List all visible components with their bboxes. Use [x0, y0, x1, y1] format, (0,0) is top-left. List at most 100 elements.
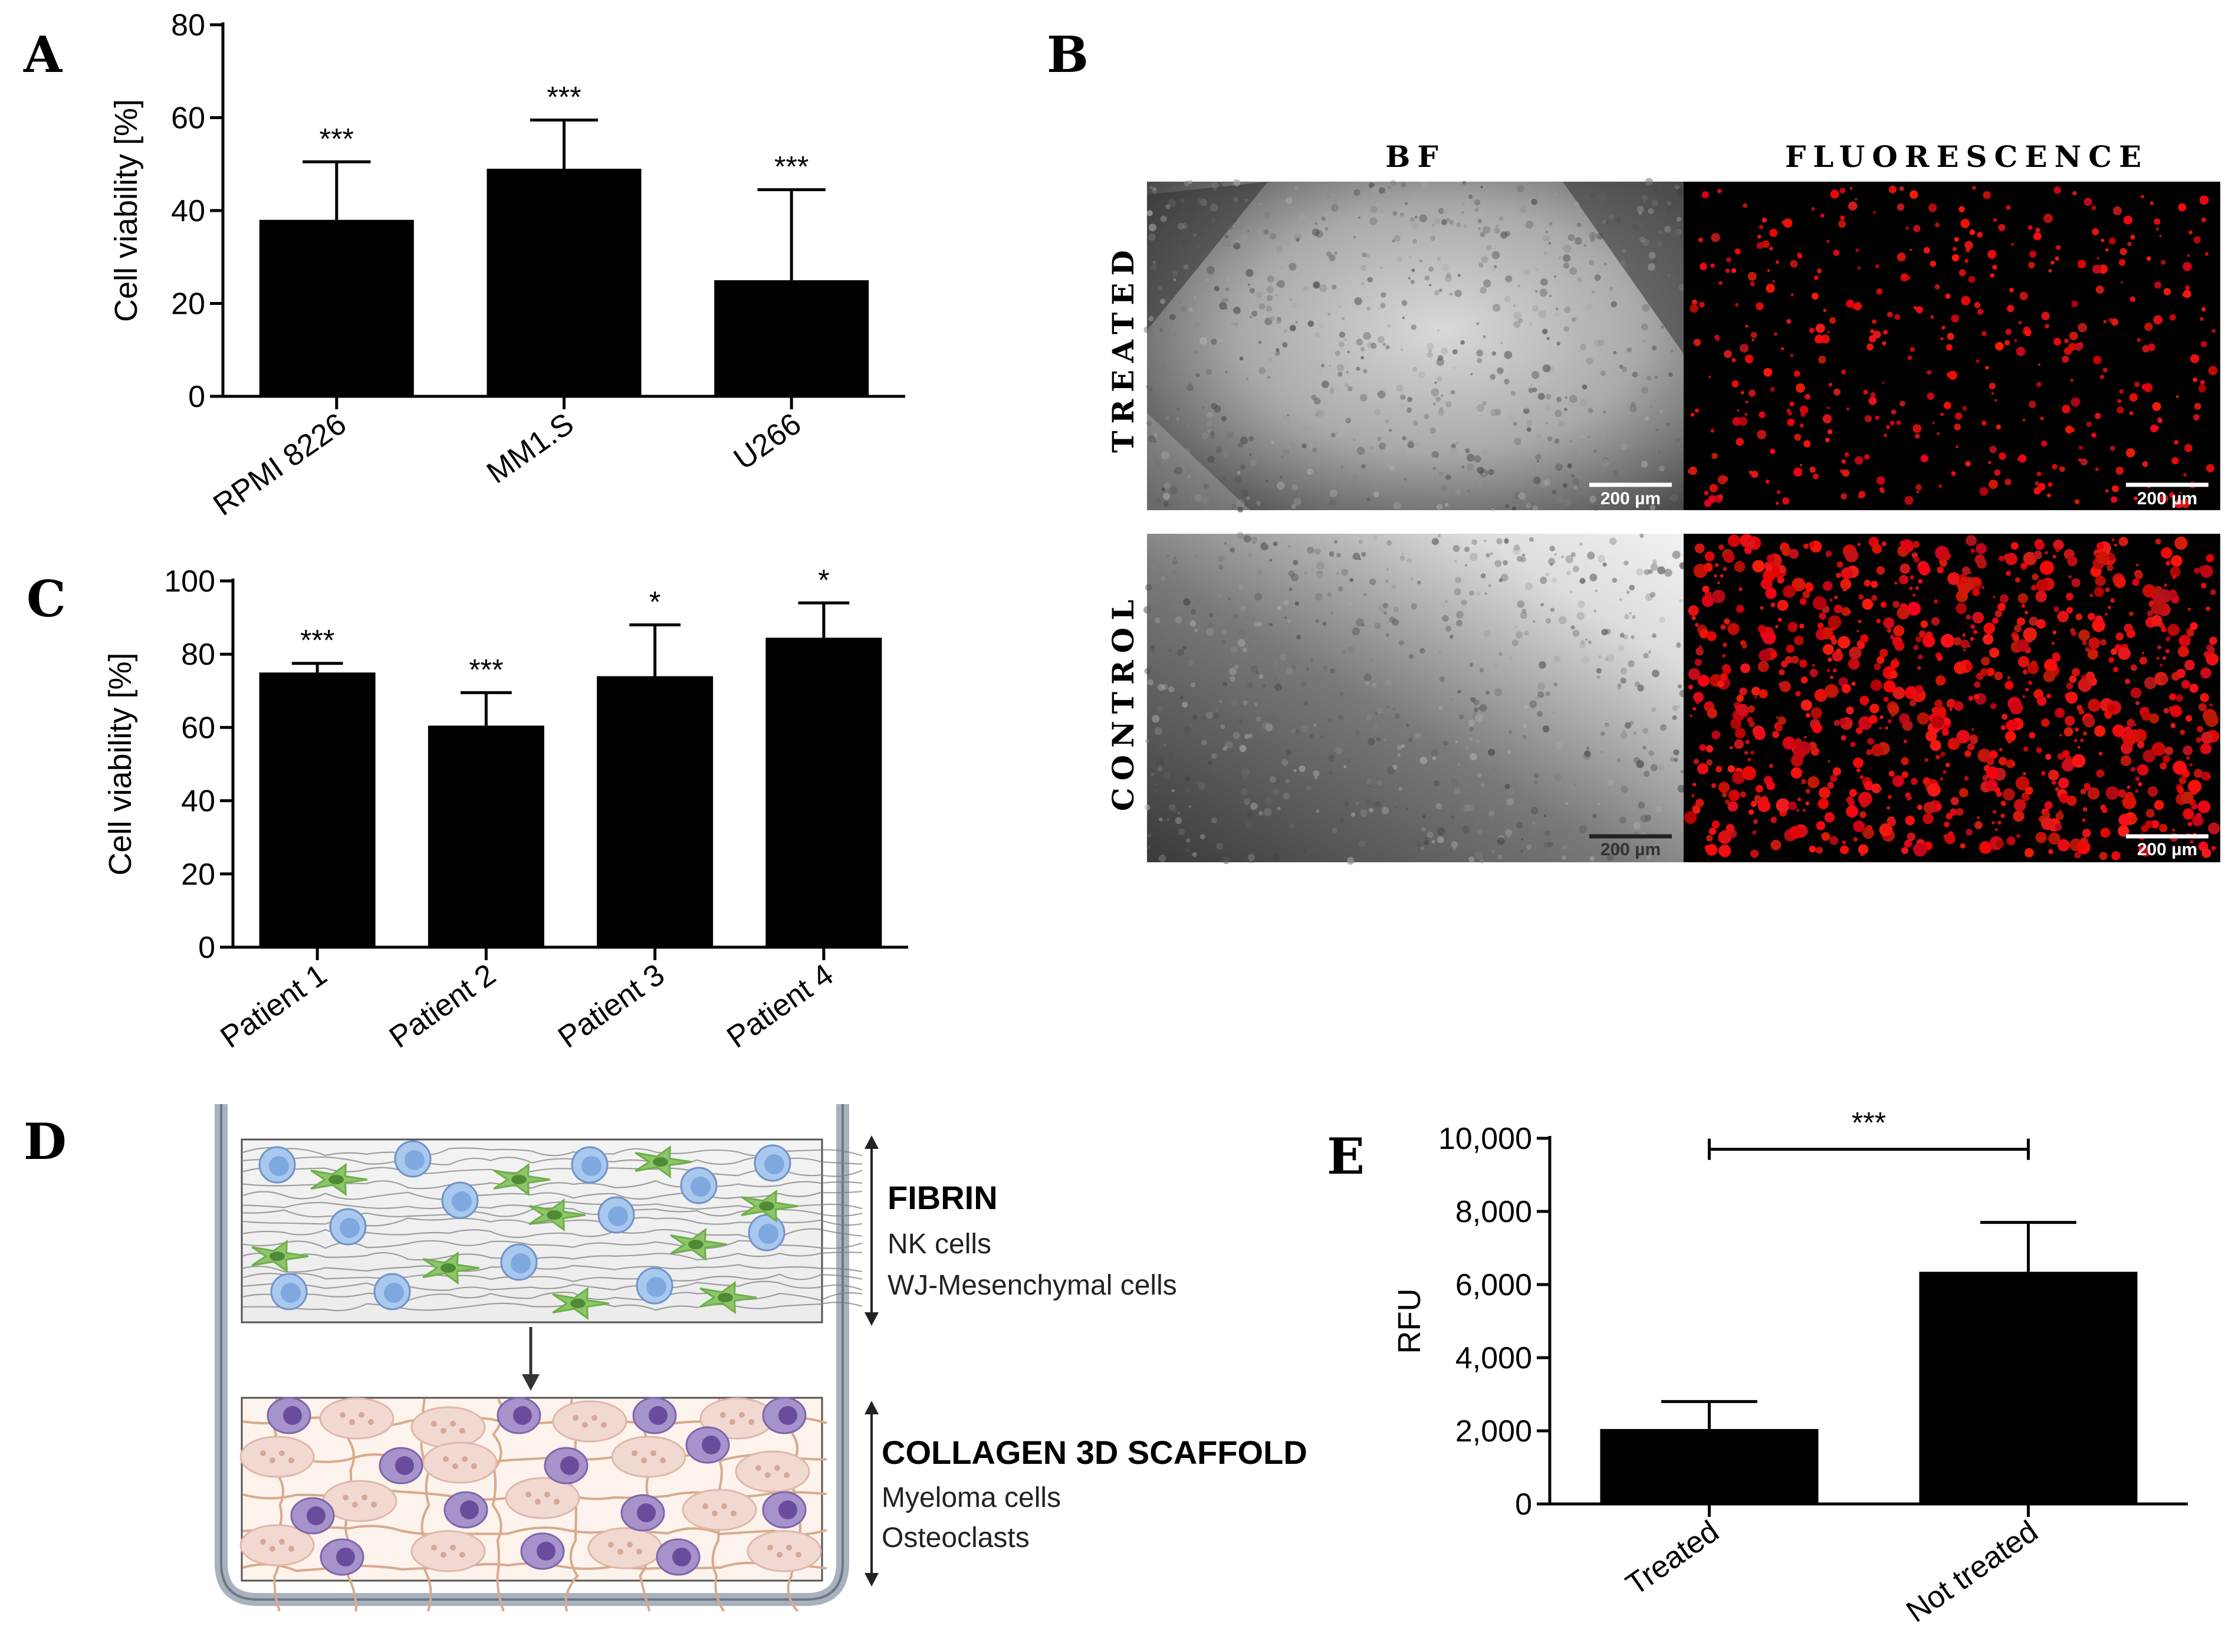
y-tick-label: 0	[198, 931, 215, 965]
osteoclast-nucleus	[269, 1546, 275, 1552]
myeloma-cell-nucleus	[513, 1406, 532, 1425]
bar	[487, 169, 642, 396]
osteoclast-nucleus	[731, 1510, 737, 1516]
osteoclast-nucleus	[721, 1503, 727, 1509]
bar	[765, 638, 882, 947]
osteoclast-nucleus	[525, 1492, 531, 1497]
osteoclast-cell	[747, 1530, 822, 1572]
nk-cell-nucleus	[758, 1224, 778, 1244]
osteoclast-nucleus	[349, 1419, 355, 1425]
osteoclast-nucleus	[352, 1502, 358, 1508]
osteoclast-nucleus	[784, 1472, 790, 1478]
column-label-fluorescence: FLUORESCENCE	[1785, 139, 2148, 174]
bar	[428, 725, 544, 947]
osteoclast-nucleus	[459, 1428, 465, 1434]
myeloma-cell-nucleus	[637, 1503, 656, 1522]
nk-cell-nucleus	[691, 1177, 711, 1197]
osteoclast-nucleus	[739, 1412, 745, 1418]
osteoclast-nucleus	[340, 1412, 346, 1418]
x-tick-label: Patient 4	[721, 957, 839, 1055]
osteoclast-nucleus	[359, 1412, 364, 1418]
osteoclast-nucleus	[260, 1539, 266, 1545]
bar	[259, 672, 376, 947]
svg-text:200 µm: 200 µm	[2137, 489, 2197, 508]
msc-cell-nucleus	[511, 1175, 527, 1184]
myeloma-cell-nucleus	[649, 1406, 668, 1425]
msc-cell-nucleus	[718, 1293, 733, 1302]
scale-bar: 200 µm	[2126, 834, 2208, 859]
osteoclast-nucleus	[636, 1549, 642, 1555]
myeloma-cell-nucleus	[778, 1406, 797, 1425]
row-label-treated: TREATED	[1106, 243, 1140, 453]
y-tick-label: 0	[1515, 1487, 1532, 1522]
fluor-image-control	[1684, 533, 2220, 862]
y-tick-label: 40	[171, 194, 205, 228]
svg-text:200 µm: 200 µm	[1600, 489, 1661, 508]
osteoclast-nucleus	[450, 1545, 456, 1551]
x-tick-label: Patient 3	[552, 957, 670, 1055]
osteoclast-nucleus	[591, 1415, 597, 1421]
fluor-image-treated	[1684, 182, 2220, 510]
osteoclast-nucleus	[720, 1412, 726, 1418]
osteoclast-nucleus	[462, 1456, 468, 1462]
x-tick-label: U266	[728, 406, 807, 477]
y-axis-label: Cell viability [%]	[103, 652, 138, 875]
micrograph-panel: BF FLUORESCENCE TREATED CONTROL 200 µm	[1106, 139, 2220, 865]
osteoclast-nucleus	[431, 1545, 437, 1551]
osteoclast-nucleus	[650, 1450, 656, 1456]
collagen-layer	[239, 1397, 827, 1612]
down-arrow-icon-head	[522, 1374, 540, 1391]
osteoclast-nucleus	[544, 1492, 550, 1497]
significance-label: ***	[300, 624, 334, 657]
bf-image-treated	[1143, 178, 1686, 513]
osteoclast-nucleus	[279, 1539, 285, 1545]
osteoclast-nucleus	[368, 1419, 374, 1425]
msc-cell-nucleus	[269, 1252, 285, 1261]
osteoclast-nucleus	[288, 1546, 294, 1552]
bar	[1919, 1272, 2138, 1504]
osteoclast-nucleus	[712, 1510, 718, 1516]
osteoclast-nucleus	[441, 1428, 446, 1434]
osteoclast-cell	[587, 1527, 663, 1569]
x-tick-label: RPMI 8226	[207, 406, 352, 523]
y-tick-label: 4,000	[1455, 1341, 1532, 1375]
osteoclast-nucleus	[765, 1472, 771, 1478]
y-tick-label: 6,000	[1455, 1268, 1532, 1302]
myeloma-cell-nucleus	[395, 1456, 414, 1475]
x-tick-label: Patient 1	[215, 957, 333, 1055]
significance-label: ***	[320, 122, 354, 155]
myeloma-cell-nucleus	[460, 1500, 479, 1519]
collagen-item: Myeloma cells	[882, 1482, 1061, 1513]
osteoclast-cell	[422, 1441, 498, 1484]
myeloma-cell-nucleus	[283, 1406, 302, 1425]
osteoclast-nucleus	[343, 1495, 349, 1500]
column-label-bf: BF	[1385, 139, 1445, 174]
osteoclast-nucleus	[452, 1463, 458, 1469]
myeloma-cell-nucleus	[560, 1456, 579, 1475]
x-tick-label: Treated	[1620, 1514, 1725, 1602]
culture-well-diagram: FIBRIN NK cells WJ-Mesenchymal cells COL…	[215, 1104, 1307, 1612]
osteoclast-nucleus	[641, 1457, 647, 1463]
double-arrow-icon	[865, 1401, 879, 1587]
osteoclast-nucleus	[774, 1465, 780, 1471]
nk-cell-nucleus	[281, 1283, 301, 1303]
collagen-item: Osteoclasts	[882, 1522, 1030, 1554]
y-axis-label: Cell viability [%]	[109, 99, 144, 322]
osteoclast-nucleus	[729, 1419, 735, 1425]
fibrin-layer	[241, 1138, 863, 1323]
osteoclast-nucleus	[431, 1421, 437, 1427]
fibrin-item: NK cells	[888, 1229, 991, 1260]
osteoclast-cell	[682, 1489, 757, 1531]
osteoclast-nucleus	[471, 1463, 477, 1469]
scale-bar: 200 µm	[1589, 482, 1672, 508]
significance-label: ***	[547, 80, 581, 113]
osteoclast-nucleus	[786, 1545, 792, 1551]
nk-cell-nucleus	[452, 1191, 472, 1211]
bar	[259, 219, 414, 396]
bar	[597, 676, 714, 947]
msc-cell-nucleus	[328, 1175, 344, 1184]
osteoclast-cell	[410, 1530, 486, 1572]
osteoclast-nucleus	[582, 1422, 588, 1428]
osteoclast-cell	[611, 1436, 686, 1478]
osteoclast-nucleus	[748, 1419, 754, 1425]
